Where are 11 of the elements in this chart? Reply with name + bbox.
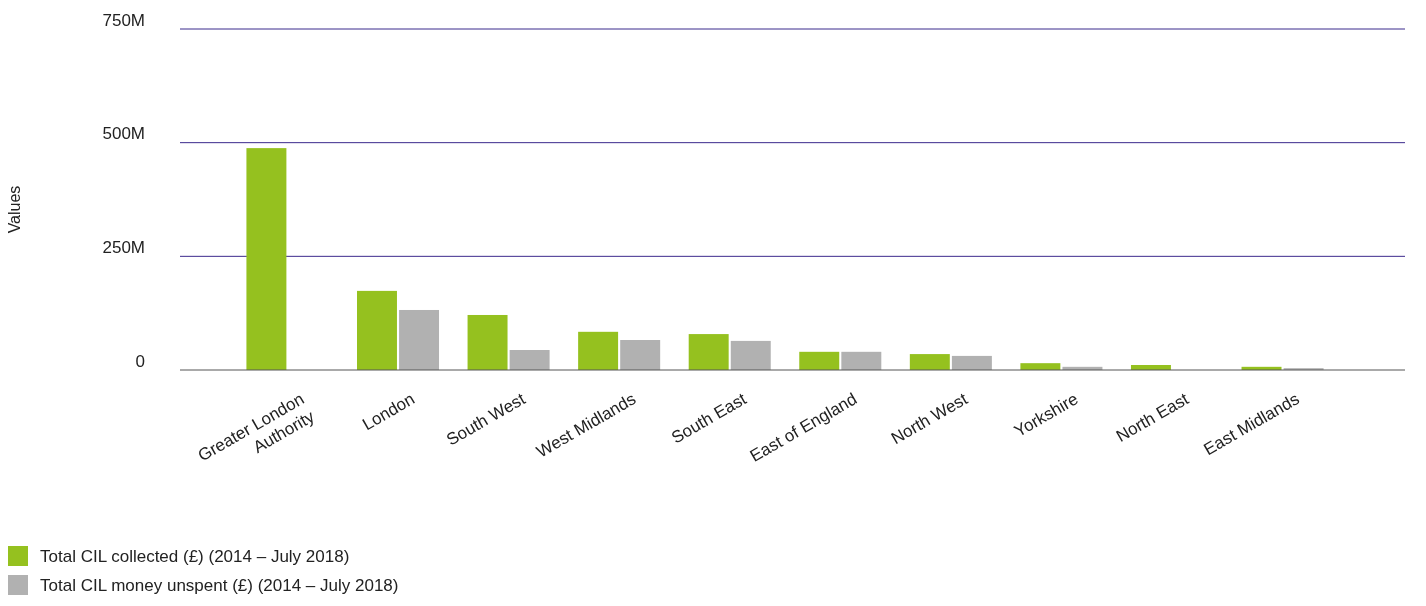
- y-tick-label: 750M: [102, 10, 145, 30]
- x-tick-label: North East: [1112, 389, 1193, 446]
- x-tick-label: South West: [443, 389, 529, 450]
- legend-label: Total CIL collected (£) (2014 – July 2018): [40, 547, 350, 566]
- y-axis-title: Values: [6, 185, 23, 234]
- y-tick-label: 250M: [102, 237, 145, 257]
- y-tick-label: 0: [135, 351, 145, 371]
- legend-label: Total CIL money unspent (£) (2014 – July 2018): [40, 576, 399, 595]
- x-tick-label: North West: [887, 389, 972, 449]
- y-tick-label: 500M: [102, 124, 145, 144]
- x-tick-label: South East: [668, 389, 750, 448]
